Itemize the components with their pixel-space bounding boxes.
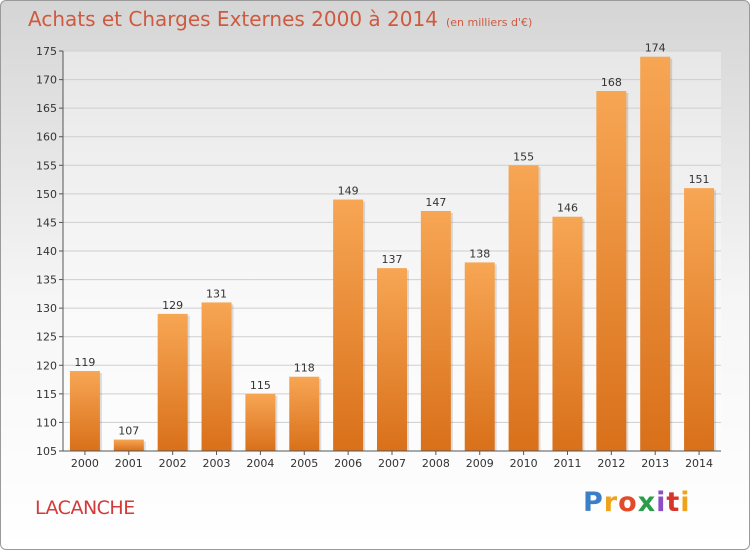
title-unit: (en milliers d'€) — [445, 16, 533, 29]
x-tick-label: 2007 — [378, 457, 406, 470]
x-tick-label: 2008 — [422, 457, 450, 470]
x-tick-label: 2001 — [115, 457, 143, 470]
y-tick-label: 125 — [36, 331, 57, 344]
bar — [508, 165, 539, 452]
logo-letter: r — [603, 487, 619, 518]
bar — [552, 216, 583, 451]
y-tick-label: 145 — [36, 216, 57, 229]
y-tick-label: 120 — [36, 359, 57, 372]
y-tick-label: 170 — [36, 74, 57, 87]
data-label: 137 — [382, 253, 403, 266]
x-tick-label: 2010 — [510, 457, 538, 470]
y-tick-label: 160 — [36, 131, 57, 144]
y-tick-label: 175 — [36, 45, 57, 58]
bar — [464, 262, 495, 451]
y-tick-label: 140 — [36, 245, 57, 258]
title-text: Achats et Charges Externes 2000 à 2014 — [28, 7, 438, 31]
data-label: 115 — [250, 379, 271, 392]
logo-letter: i — [680, 487, 691, 518]
bar — [640, 56, 671, 451]
x-tick-label: 2006 — [334, 457, 362, 470]
logo-letter: i — [656, 487, 667, 518]
chart-title: Achats et Charges Externes 2000 à 2014 (e… — [28, 7, 532, 31]
bar — [113, 439, 144, 451]
bar — [333, 199, 364, 451]
logo-letter: o — [618, 487, 638, 518]
data-label: 146 — [557, 202, 578, 215]
proxiti-logo: Proxiti — [583, 487, 691, 518]
data-label: 147 — [425, 196, 446, 209]
bar — [596, 91, 627, 451]
logo-letter: x — [637, 487, 657, 518]
logo-letter: t — [666, 487, 681, 518]
x-tick-label: 2013 — [641, 457, 669, 470]
data-label: 174 — [645, 42, 666, 55]
x-tick-label: 2011 — [553, 457, 581, 470]
data-label: 151 — [689, 173, 710, 186]
x-tick-label: 2012 — [597, 457, 625, 470]
y-tick-label: 115 — [36, 388, 57, 401]
data-label: 131 — [206, 287, 227, 300]
y-tick-label: 110 — [36, 416, 57, 429]
x-tick-label: 2005 — [290, 457, 318, 470]
bar — [289, 376, 320, 451]
bar — [157, 313, 188, 451]
data-label: 119 — [74, 356, 95, 369]
bar — [201, 302, 232, 451]
x-tick-label: 2000 — [71, 457, 99, 470]
x-tick-label: 2003 — [203, 457, 231, 470]
data-label: 155 — [513, 150, 534, 163]
data-label: 149 — [338, 185, 359, 198]
bar — [420, 211, 451, 451]
data-label: 138 — [469, 247, 490, 260]
data-label: 118 — [294, 362, 315, 375]
bar — [245, 393, 276, 451]
y-tick-label: 135 — [36, 274, 57, 287]
y-tick-label: 150 — [36, 188, 57, 201]
commune-name: LACANCHE — [35, 497, 135, 519]
data-label: 107 — [118, 425, 139, 438]
bar — [684, 188, 715, 451]
bar — [69, 371, 100, 451]
x-tick-label: 2009 — [466, 457, 494, 470]
y-tick-label: 130 — [36, 302, 57, 315]
bar — [377, 268, 407, 451]
y-tick-label: 165 — [36, 102, 57, 115]
y-tick-label: 105 — [36, 445, 57, 458]
x-tick-label: 2014 — [685, 457, 713, 470]
x-tick-label: 2002 — [159, 457, 187, 470]
y-tick-label: 155 — [36, 159, 57, 172]
x-tick-label: 2004 — [246, 457, 274, 470]
data-label: 129 — [162, 299, 183, 312]
logo-letter: P — [583, 487, 604, 518]
data-label: 168 — [601, 76, 622, 89]
